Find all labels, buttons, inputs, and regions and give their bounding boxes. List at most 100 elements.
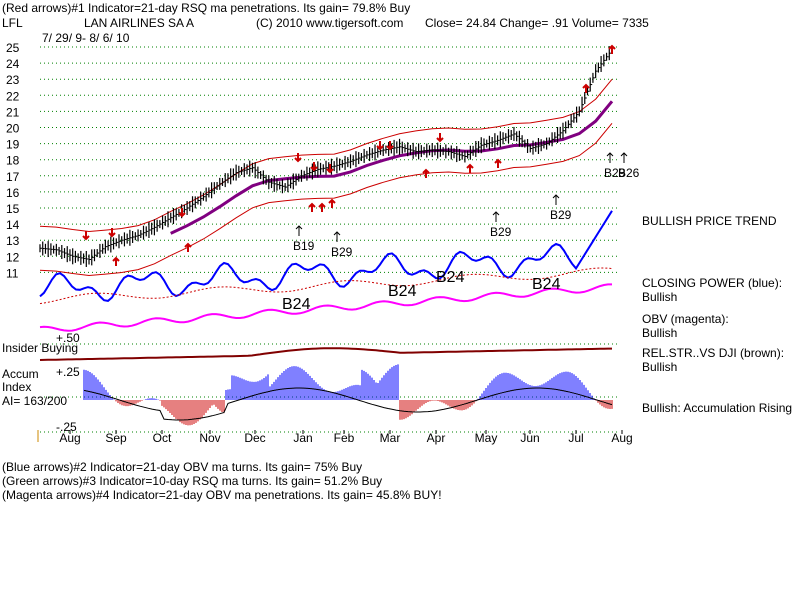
buy-arrow (582, 83, 590, 93)
buy-arrow (112, 256, 120, 266)
annotation-b29: B29 (550, 208, 572, 222)
red-arrows (82, 44, 616, 266)
y-tick-label: 14 (6, 218, 20, 232)
x-tick-label-jul: Jul (568, 431, 583, 445)
buy-arrow (494, 158, 502, 168)
rel-str-line (39, 347, 612, 361)
y-tick-label: 22 (6, 89, 20, 103)
date-range: 7/ 29/ 9- 8/ 6/ 10 (42, 31, 130, 45)
x-tick-labels: Aug Sep Oct Nov Dec Jan Feb Mar Apr May Jun Jul Aug (37, 430, 633, 445)
buy-arrow (308, 202, 316, 212)
y-tick-label: 25 (6, 41, 20, 55)
buy-arrow (318, 202, 326, 212)
annotation-arrow (333, 231, 341, 242)
y-tick-label: 20 (6, 122, 20, 136)
x-tick-label-jan: Jan (293, 431, 312, 445)
quote-summary: Close= 24.84 Change= .91 Volume= 7335 (425, 16, 649, 30)
ma-line (170, 100, 614, 235)
y-tick-label: 13 (6, 234, 20, 248)
rsq-ma-line (39, 267, 613, 305)
annotation-b29: B29 (490, 225, 512, 239)
x-tick-label-oct: Oct (153, 431, 172, 445)
y-tick-labels: 11 12 13 14 15 16 17 18 19 20 21 22 23 24 25 (6, 41, 20, 280)
annotation-arrow (606, 152, 614, 163)
x-tick-label-aug: Aug (611, 431, 632, 445)
obv-line (39, 283, 612, 332)
annotation-b29: B29 (331, 245, 353, 259)
annotation-b24: B24 (436, 269, 465, 286)
closing-power-label: CLOSING POWER (blue): (642, 276, 783, 290)
y-tick-label: 24 (6, 57, 20, 71)
buy-arrow (466, 163, 474, 173)
indicator-4-caption: (Magenta arrows)#4 Indicator=21-day OBV … (2, 488, 442, 502)
insider-buying-label: Insider Buying (2, 341, 79, 355)
x-tick-label-jun: Jun (520, 431, 539, 445)
tick-plus25: +.25 (56, 365, 80, 379)
sell-arrow (294, 153, 302, 163)
annotation-b24: B24 (532, 276, 561, 293)
closing-power-line (39, 210, 613, 302)
index-label: Index (2, 380, 32, 394)
closing-power-value: Bullish (642, 290, 678, 304)
accum-label: Accum (2, 367, 39, 381)
indicator-lines (39, 210, 613, 332)
sell-arrow (108, 228, 116, 238)
y-tick-label: 18 (6, 154, 20, 168)
tick-plus50: +.50 (56, 331, 80, 345)
lower-band (39, 122, 613, 277)
annotation-arrow (552, 194, 560, 205)
ticker-symbol: LFL (2, 16, 23, 30)
annotation-arrow (492, 211, 500, 222)
annotation-b19: B19 (293, 239, 315, 253)
x-tick-label-sep: Sep (105, 431, 127, 445)
sell-arrow (326, 164, 334, 174)
x-tick-label-feb: Feb (334, 431, 355, 445)
buy-arrow (422, 168, 430, 178)
copyright: (C) 2010 www.tigersoft.com (256, 16, 404, 30)
sell-arrow (82, 231, 90, 241)
x-tick-label-dec: Dec (244, 431, 265, 445)
buy-arrow (328, 198, 336, 208)
y-tick-label: 19 (6, 138, 20, 152)
moving-average-line (170, 100, 614, 235)
y-tick-label: 12 (6, 250, 20, 264)
price-grid (40, 46, 620, 273)
sell-arrow (376, 141, 384, 151)
y-tick-label: 23 (6, 73, 20, 87)
annotation-b26: B26 (618, 166, 640, 180)
y-tick-label: 16 (6, 186, 20, 200)
indicator-3-caption: (Green arrows)#3 Indicator=10-day RSQ ma… (2, 474, 383, 488)
annotation-arrow (620, 152, 628, 163)
indicator-2-caption: (Blue arrows)#2 Indicator=21-day OBV ma … (2, 460, 363, 474)
buy-arrow (608, 44, 616, 54)
obv-label: OBV (magenta): (642, 312, 729, 326)
annotation-arrow (295, 225, 303, 236)
x-tick-label-apr: Apr (427, 431, 446, 445)
sell-arrow (386, 141, 394, 151)
sell-arrow (310, 162, 318, 172)
x-tick-label-mar: Mar (380, 431, 401, 445)
price-bars (39, 46, 612, 267)
indicator-1-caption: (Red arrows)#1 Indicator=21-day RSQ ma p… (2, 1, 411, 15)
x-tick-label-may: May (475, 431, 498, 445)
x-tick-label-nov: Nov (199, 431, 220, 445)
annotation-b24: B24 (282, 296, 311, 313)
x-tick-label-aug: Aug (59, 431, 80, 445)
annotation-b29: B29 (604, 166, 626, 180)
sell-arrow (178, 208, 186, 218)
price-trend-label: BULLISH PRICE TREND (642, 214, 777, 228)
y-tick-label: 15 (6, 202, 20, 216)
accum-status: Bullish: Accumulation Rising (642, 401, 793, 415)
relstr-value: Bullish (642, 360, 678, 374)
obv-value: Bullish (642, 326, 678, 340)
company-name: LAN AIRLINES SA A (84, 16, 195, 30)
y-tick-label: 11 (6, 266, 19, 280)
price-bands (39, 78, 613, 277)
accum-ma-line (83, 387, 613, 421)
upper-band (39, 78, 613, 233)
relstr-label: REL.STR..VS DJI (brown): (642, 346, 785, 360)
lower-panel (39, 343, 620, 433)
annotation-b24: B24 (388, 283, 417, 300)
